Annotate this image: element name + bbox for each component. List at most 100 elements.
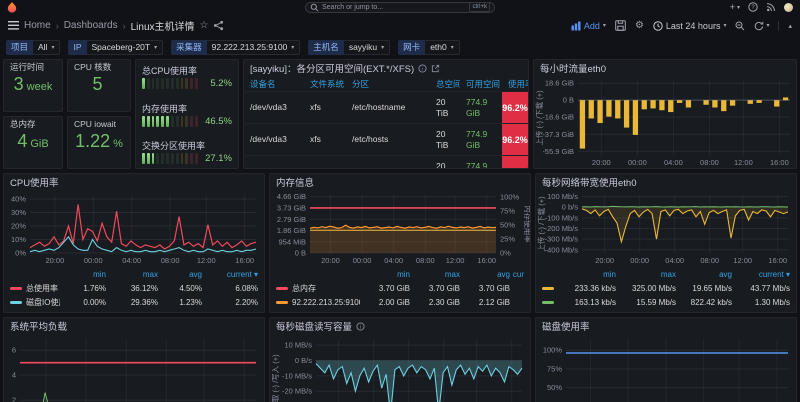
variable-collector: 采集器 92.222.213.25:9100 ▾ [171,39,301,55]
legend-header[interactable]: min max avg cur [270,267,530,281]
svg-text:4: 4 [12,371,16,380]
legend-header[interactable]: min max avg current ▾ [4,267,264,281]
save-dashboard-icon[interactable] [615,20,626,31]
refresh-button[interactable]: ▾ [754,21,769,31]
legend-stat-value: 2.00 GiB [378,297,410,307]
network-plot: 100 Mb/s 0 b/s-100 Mb/s -200 Mb/s -300 Mb/s… [536,192,789,265]
table-row: /dev/vda3 xfs/etc/hosts 20 TiB 774.9 GiB 96.… [244,123,528,155]
grafana-logo[interactable] [7,1,17,13]
column-header[interactable]: 使用率 [508,78,528,89]
legend-stat-header[interactable]: avg [719,269,732,279]
gauge-2: 交换分区使用率 27.1% [142,139,232,164]
column-header[interactable]: 可用空间 [466,78,501,89]
panel-title[interactable]: 总内存 [10,119,36,129]
gauge-segment [190,78,194,89]
time-range-picker[interactable]: Last 24 hours ▾ [653,21,726,31]
svg-text:-20 MB/s: -20 MB/s [282,387,312,396]
column-header[interactable]: 分区 [352,78,370,89]
legend-stat-header[interactable]: min [93,269,106,279]
variable-ip-value[interactable]: Spaceberg-20T ▾ [86,39,164,55]
breadcrumb-dashboards[interactable]: Dashboards [63,20,118,31]
legend-stat-header[interactable]: max [444,269,460,279]
svg-text:40%: 40% [11,195,26,204]
panel-title[interactable]: [sayyiku]：各分区可用空间(EXT.*/XFS) i [244,60,528,76]
panel-title[interactable]: 每秒网络带宽使用eth0 [542,178,637,189]
memory-info-legend: min max avg cur 总内存 3.70 GiB 3.70 GiB 3.70 GiB 9… [270,266,530,312]
kiosk-mode-icon[interactable]: ▴ [788,22,792,30]
share-icon[interactable] [213,20,224,31]
legend-series[interactable]: 92.222.213.25:9100_已用(total-cache-buf-fr… [270,295,530,309]
legend-stat-header[interactable]: max [660,269,676,279]
panel-title[interactable]: 运行时间 [10,62,45,72]
menu-icon[interactable] [8,21,19,30]
svg-text:2: 2 [12,396,16,402]
svg-text:10%: 10% [11,235,26,244]
legend-stat-header[interactable]: current ▾ [758,269,790,279]
panel-title[interactable]: 每小时流量eth0 [540,64,606,75]
svg-text:25%: 25% [500,235,515,244]
panel-title[interactable]: 内存信息 [276,178,315,189]
panel-title[interactable]: 磁盘使用率 [542,322,590,333]
legend-stat-header[interactable]: current ▾ [226,269,258,279]
settings-gear-icon[interactable]: ⚙ [634,19,644,31]
variable-project-value[interactable]: All ▾ [33,39,61,55]
svg-text:4.66 GiB: 4.66 GiB [277,192,306,201]
external-link-icon[interactable] [431,64,440,73]
variables-bar: 项目 All ▾ IP Spaceberg-20T ▾ 采集器 92.222.213.25… [0,37,800,57]
news-rss-icon[interactable] [766,2,776,12]
series-color-marker [10,300,22,304]
gauge-title: 总CPU使用率 [142,66,198,76]
gauge-segment [175,115,179,127]
variable-nic-value[interactable]: eth0 ▾ [425,39,460,55]
panel-title[interactable]: CPU使用率 [10,178,59,189]
user-avatar[interactable] [784,2,793,12]
svg-text:0 B/s: 0 B/s [295,356,312,365]
svg-text:50%: 50% [500,221,515,230]
new-button[interactable]: + ▾ [729,2,740,12]
svg-text:00:00: 00:00 [630,256,649,265]
panel-total-memory: 总内存 4 GiB [3,116,63,169]
legend-stat-header[interactable]: min [397,269,410,279]
table-cell: /etc/hosts [352,134,389,145]
variable-hostname-value[interactable]: sayyiku ▾ [343,39,391,55]
panel-title[interactable]: CPU 核数 [74,62,112,72]
variable-collector-value[interactable]: 92.222.213.25:9100 ▾ [206,39,301,55]
legend-series[interactable]: 磁盘IO使用率0.00%29.36%1.23%2.20% [4,295,264,309]
star-icon[interactable]: ☆ [199,20,209,31]
panel-title[interactable]: 每秒磁盘读写容量 i [270,318,530,334]
legend-stat-header[interactable]: max [142,269,158,279]
panel-usage-gauges: 总CPU使用率 5.2% 内存使用率 46.5% 交换分区使用率 27.1% [135,59,239,169]
search-input[interactable]: Search or jump to... ctrl+k [305,1,495,13]
variable-ip: IP Spaceberg-20T ▾ [68,39,164,55]
column-header[interactable]: 总空间 ▴ [436,78,460,89]
gauge-segment [166,153,169,164]
legend-stat-value: 29.36% [130,297,158,307]
gauge-segment [195,153,198,164]
svg-text:50%: 50% [547,383,562,392]
legend-stat-header[interactable]: cur [512,269,524,279]
legend-series[interactable]: 总内存 3.70 GiB 3.70 GiB 3.70 GiB [270,281,530,295]
legend-stat-header[interactable]: min [603,269,616,279]
disk_rw-plot: 10 MB/s0 B/s-10 MB/s-20 MB/s-30 MB/s20:0… [270,339,523,402]
table-cell: /etc/hostname [352,102,406,113]
add-button[interactable]: Add ▾ [571,21,606,31]
table-cell: 774.9 GiB [466,97,488,118]
column-header[interactable]: 文件系统 [310,78,345,89]
table-cell: /dev/vda3 [244,166,304,168]
legend-stat-value: 163.13 kb/s [574,297,616,307]
legend-stat-header[interactable]: avg [497,269,510,279]
legend-stat-header[interactable]: avg [189,269,202,279]
panel-title[interactable]: CPU iowait [74,119,117,129]
help-icon[interactable]: ? [748,2,758,12]
panel-title[interactable]: 系统平均负载 [10,322,68,333]
legend-series[interactable]: 总使用率 1.76% 36.12% 4.50% 6.08% [4,281,264,295]
zoom-out-icon[interactable] [735,21,745,31]
column-header[interactable]: 设备名 [250,78,276,89]
breadcrumb-home[interactable]: Home [24,20,51,31]
svg-text:20:00: 20:00 [592,158,611,167]
svg-text:75%: 75% [547,364,562,373]
legend-header[interactable]: min max avg current ▾ [536,267,796,281]
legend-stat-value: 2.30 GiB [428,297,460,307]
